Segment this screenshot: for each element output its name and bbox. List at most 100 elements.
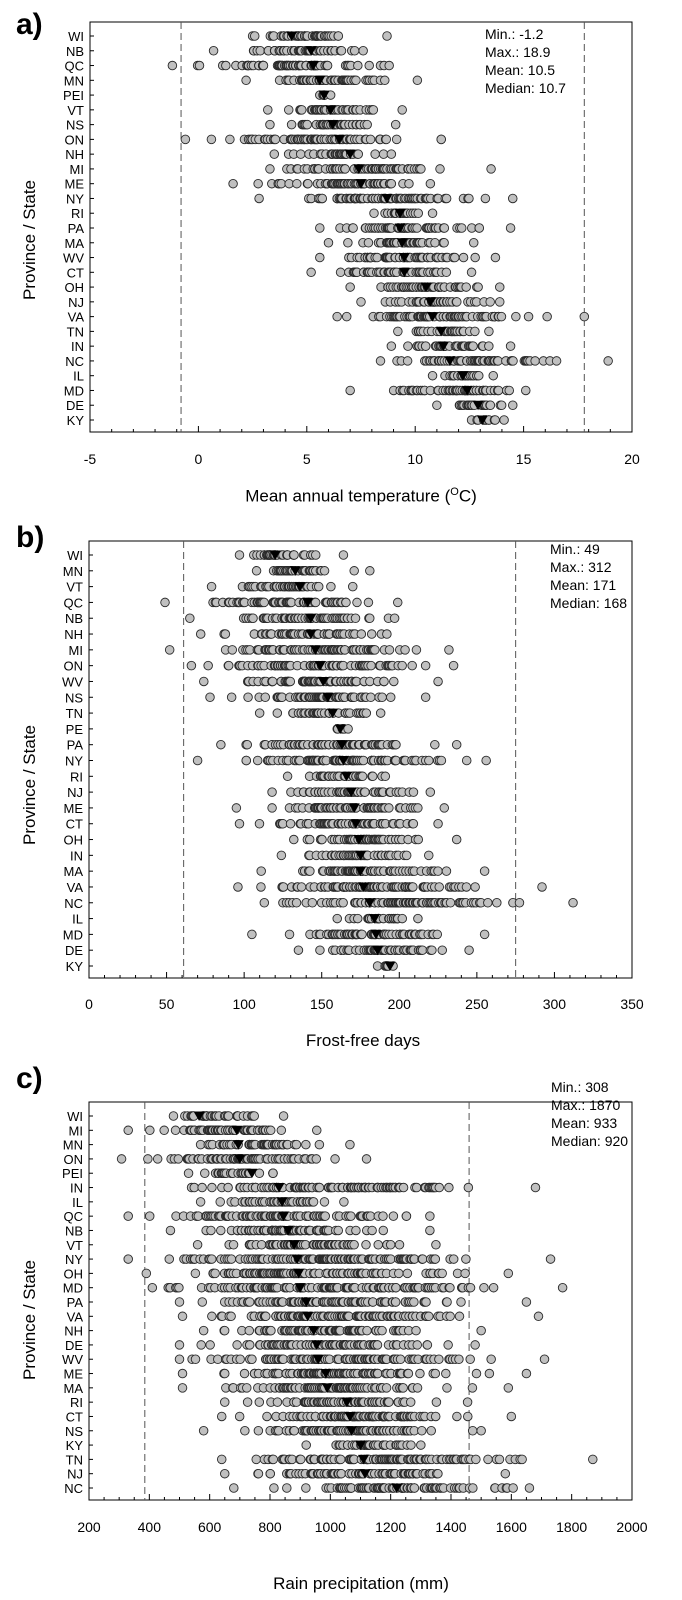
chart-b-point-pe [343,724,353,734]
chart-c-point-pa [174,1297,185,1307]
chart-c-point-qc [144,1211,155,1221]
chart-b-point-oh [304,834,315,845]
chart-b-point-va [537,882,547,892]
chart-a-median-marker-md [461,385,473,396]
chart-a-point-mi [265,164,275,174]
chart-c-y-tick-label-ny: NY [65,1252,83,1267]
chart-b-y-tick-label-il: IL [72,912,83,927]
chart-a-point-ma [343,238,353,248]
chart-b-point-ny [424,755,434,766]
chart-c-point-wv [278,1354,289,1364]
chart-c-median-marker-il [276,1197,288,1207]
chart-b-y-tick-label-mn: MN [63,564,83,579]
chart-c-point-nh [244,1325,255,1336]
chart-b-point-il [397,913,408,924]
chart-c-point-me [403,1368,414,1379]
chart-b-x-tick-label: 100 [232,996,256,1012]
chart-a-point-ny [480,193,491,204]
chart-c-point-on [143,1154,153,1164]
chart-c-point-va [454,1311,465,1322]
chart-a-point-me [303,178,313,189]
chart-a-median-marker-tn [435,326,447,337]
chart-a-point-ns [265,119,275,130]
chart-a-point-ns [302,119,312,130]
chart-c-x-tick-label: 200 [77,1519,101,1535]
chart-c-point-mi [159,1125,169,1136]
chart-a-stat-median: Median: 10.7 [485,80,566,96]
chart-b-point-nb [389,613,400,623]
chart-a-point-ma [323,238,334,248]
chart-a-point-nc [530,356,540,366]
chart-c-point-ny [417,1254,428,1264]
chart-a-svg: -5 0 5 10 15 20WINBQCMNPEIVTNSONNHMIMENYRIPAM… [63,21,640,467]
chart-a-point-nc [402,356,413,366]
chart-b-y-tick-label-ma: MA [64,864,84,879]
chart-b-x-tick-label: 200 [388,996,412,1012]
chart-b-point-wi [338,550,349,560]
chart-a-point-md [521,385,531,396]
chart-a-median-marker-on [333,134,345,145]
chart-c-point-on [116,1154,127,1164]
chart-a-y-tick-label-de: DE [66,398,84,413]
chart-b-point-nh [382,629,392,639]
chart-b-point-tn [254,708,265,718]
chart-a-point-nb [255,46,265,56]
chart-b-median-marker-nb [305,613,317,624]
chart-b-point-on [420,660,431,671]
chart-c-point-de [422,1340,433,1350]
chart-a-point-qc [384,60,394,71]
chart-b-point-de [427,945,437,955]
chart-c-point-ma [177,1383,188,1393]
panel-b-label: b) [16,521,45,554]
chart-b-point-in [401,850,412,861]
chart-a-point-oh [495,282,505,292]
chart-a-point-wv [450,252,460,263]
chart-c-point-pa [442,1297,452,1307]
chart-c-median-marker-mi [231,1125,243,1136]
chart-b-point-qc [352,597,362,608]
chart-c-point-in [197,1182,207,1193]
chart-c-point-oh [402,1268,413,1279]
chart-c-point-nh [377,1325,387,1336]
chart-c-point-in [398,1182,409,1193]
chart-a-median-marker-va [427,312,439,322]
chart-a-point-nc [603,356,613,366]
chart-c-median-marker-ny [291,1254,303,1265]
chart-b-point-ns [277,692,287,703]
panel-a-label: a) [16,8,43,41]
chart-b-point-wi [311,550,321,560]
chart-c-point-in [444,1182,454,1193]
chart-c-point-qc [346,1211,356,1221]
chart-a-point-ns [362,119,372,130]
chart-c-y-tick-label-vt: VT [66,1238,83,1253]
chart-c-point-mi [266,1125,276,1136]
chart-a-point-vt [297,105,307,115]
chart-c-point-ny [123,1254,133,1264]
chart-a-point-ns [390,119,401,130]
panel-b: 0 50 100 150 200 250 300 350 WI MN VT QC NB NH MI ON WV N… [0,515,682,1060]
chart-a-y-tick-label-ri: RI [71,206,84,221]
chart-a-point-wv [372,252,382,263]
chart-c-point-de [372,1340,383,1350]
chart-b-y-axis-label: Province / State [20,724,39,845]
chart-a-point-ns [286,119,297,130]
chart-b-point-me [413,803,423,813]
chart-c-point-mn [345,1139,355,1150]
chart-c-point-on [361,1154,372,1164]
chart-b-point-nb [248,613,258,623]
chart-a-point-md [504,385,515,396]
chart-b-y-tick-label-pa: PA [67,738,84,753]
chart-b-point-ma [256,866,266,876]
chart-a-point-va [579,311,590,322]
chart-a-y-tick-label-ma: MA [65,236,85,251]
chart-a-median-marker-oh [420,282,432,293]
chart-c-y-tick-label-mi: MI [69,1123,83,1138]
chart-b-point-ny [192,755,203,766]
chart-b-frame [88,540,633,979]
chart-c-point-wv [486,1354,496,1364]
chart-c-point-nh [362,1325,372,1336]
chart-a-point-me [276,178,287,189]
chart-c-point-me [373,1368,383,1379]
chart-b-point-va [278,882,289,892]
chart-a-y-tick-label-me: ME [65,177,85,192]
